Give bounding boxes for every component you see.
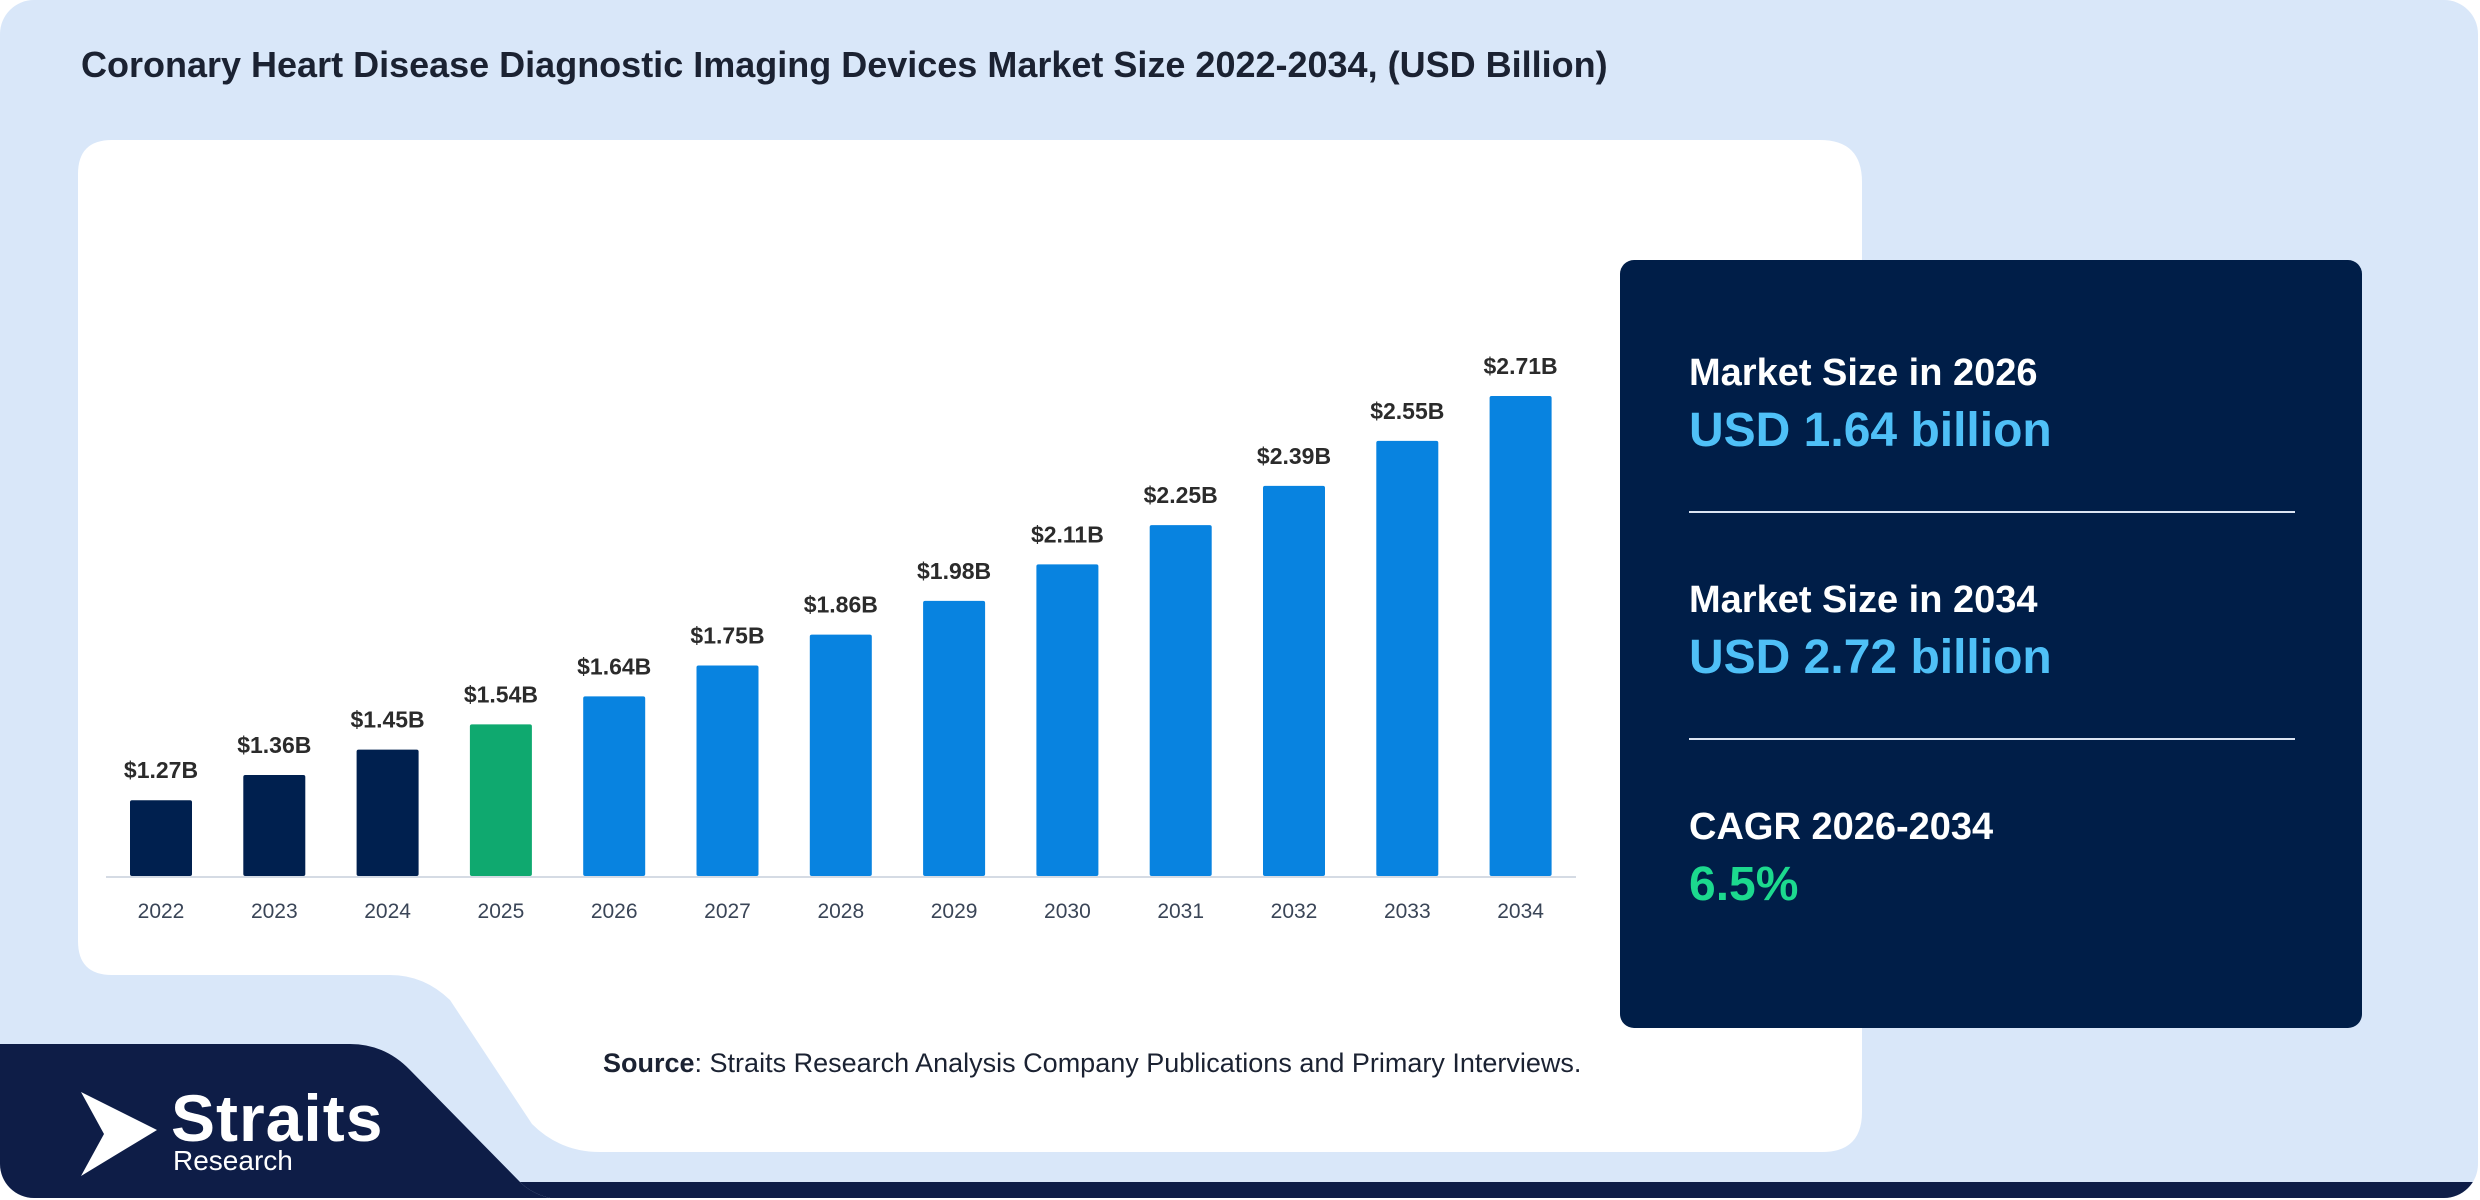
source-label: Source [603, 1048, 695, 1078]
x-tick-label-2030: 2030 [1044, 900, 1091, 923]
data-label-2030: $2.11B [1031, 521, 1104, 547]
x-tick-label-2027: 2027 [704, 900, 751, 923]
source-text: : Straits Research Analysis Company Publ… [694, 1048, 1582, 1078]
x-tick-label-2023: 2023 [251, 900, 298, 923]
page-title: Coronary Heart Disease Diagnostic Imagin… [81, 44, 1608, 85]
x-tick-label-2028: 2028 [817, 900, 864, 923]
stat-market-2034: Market Size in 2034 USD 2.72 billion [1689, 579, 2052, 685]
x-tick-label-2022: 2022 [138, 900, 185, 923]
data-label-2026: $1.64B [577, 653, 651, 679]
data-label-2028: $1.86B [804, 592, 878, 618]
data-label-2023: $1.36B [237, 732, 311, 758]
data-label-2022: $1.27B [124, 757, 198, 783]
bar-2029 [923, 600, 986, 876]
bar-2022 [130, 800, 192, 876]
data-label-2034: $2.71B [1484, 353, 1558, 379]
divider [1689, 511, 2295, 513]
bar-2025 [469, 724, 532, 876]
bar-2023 [243, 774, 306, 876]
data-label-2032: $2.39B [1257, 443, 1331, 469]
x-tick-label-2033: 2033 [1384, 900, 1431, 923]
bar-2031 [1149, 525, 1212, 876]
stat-value: USD 1.64 billion [1689, 404, 2052, 457]
stat-cagr: CAGR 2026-2034 6.5% [1689, 806, 1993, 912]
bar-2032 [1263, 485, 1325, 876]
bar-2027 [696, 665, 759, 876]
data-label-2031: $2.25B [1144, 482, 1218, 508]
x-tick-label-2034: 2034 [1497, 900, 1544, 923]
bar-2034 [1489, 396, 1552, 876]
bar-2033 [1376, 440, 1439, 876]
x-tick-label-2029: 2029 [931, 900, 978, 923]
divider [1689, 738, 2295, 740]
x-tick-label-2032: 2032 [1271, 900, 1318, 923]
stat-label: CAGR 2026-2034 [1689, 806, 1994, 848]
play-arrow-logo-icon [81, 1092, 157, 1176]
x-tick-label-2031: 2031 [1157, 900, 1204, 923]
stat-market-2026: Market Size in 2026 USD 1.64 billion [1689, 352, 2052, 458]
x-tick-label-2024: 2024 [364, 900, 411, 923]
brand-name: Straits [171, 1081, 384, 1155]
x-tick-label-2025: 2025 [478, 900, 525, 923]
stat-label: Market Size in 2026 [1689, 352, 2038, 394]
data-label-2025: $1.54B [464, 681, 538, 707]
stats-panel: Market Size in 2026 USD 1.64 billion Mar… [1620, 260, 2362, 1028]
brand-sub: Research [173, 1145, 293, 1176]
x-tick-label-2026: 2026 [591, 900, 638, 923]
bar-2028 [809, 634, 872, 876]
data-label-2033: $2.55B [1370, 398, 1444, 424]
source-note: Source: Straits Research Analysis Compan… [603, 1048, 1581, 1079]
data-label-2029: $1.98B [917, 558, 991, 584]
bar-2024 [356, 749, 419, 876]
data-label-2024: $1.45B [351, 707, 425, 733]
stat-value: USD 2.72 billion [1689, 631, 2052, 684]
stat-value: 6.5% [1689, 858, 1799, 911]
stat-label: Market Size in 2034 [1689, 579, 2038, 621]
data-label-2027: $1.75B [690, 622, 764, 648]
bar-2030 [1036, 564, 1099, 876]
bar-2026 [583, 696, 646, 876]
